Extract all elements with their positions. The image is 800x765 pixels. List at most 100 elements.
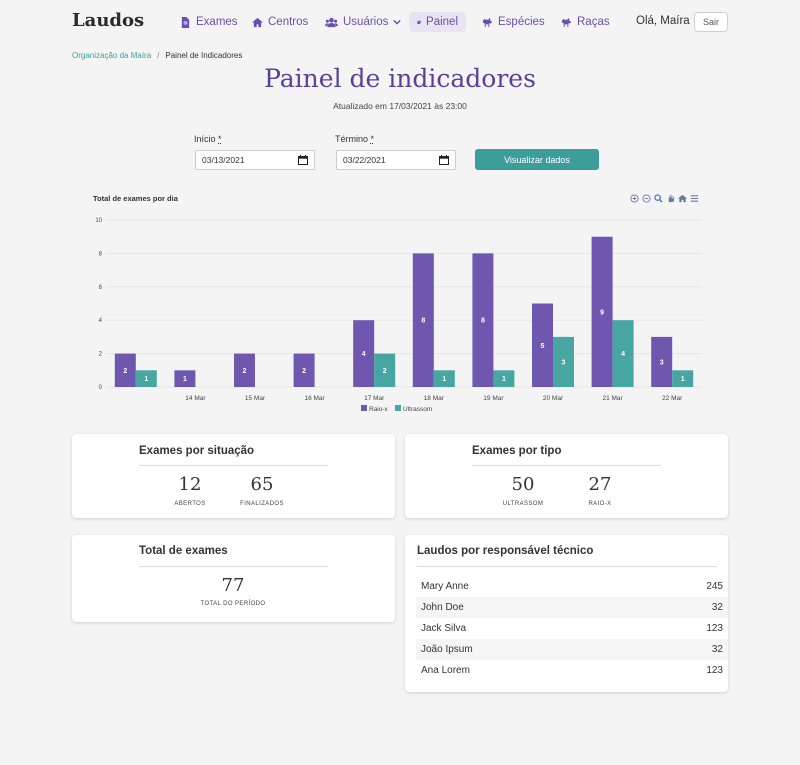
x-tick-label: 18 Mar xyxy=(424,395,445,402)
nav-item-racas[interactable]: Raças xyxy=(553,12,618,32)
updated-timestamp: Atualizado em 17/03/2021 às 23:00 xyxy=(333,101,467,111)
y-tick-label: 0 xyxy=(99,385,103,391)
x-tick-label: 19 Mar xyxy=(483,395,504,402)
breadcrumb-link-organization[interactable]: Organização da Maíra xyxy=(72,51,152,60)
bar-raio-x xyxy=(293,353,315,387)
bar-data-label: 3 xyxy=(660,359,664,366)
bar-ultrassom xyxy=(374,353,396,387)
breadcrumb: Organização da Maíra / Painel de Indicad… xyxy=(72,51,242,60)
nav-item-centros[interactable]: Centros xyxy=(244,12,316,32)
card-reports-by-technician: Laudos por responsável técnico Mary Anne… xyxy=(405,535,728,692)
pan-hand-icon[interactable] xyxy=(666,194,675,203)
divider xyxy=(417,566,717,567)
magnifier-icon[interactable] xyxy=(654,194,663,203)
bar-data-label: 8 xyxy=(481,318,485,325)
file-icon xyxy=(181,16,190,28)
nav-item-exames[interactable]: Exames xyxy=(172,12,246,32)
bar-data-label: 1 xyxy=(681,376,685,383)
navbar: Laudos Exames Centros Usuários Painel Es… xyxy=(0,0,800,44)
nav-item-label: Exames xyxy=(196,16,238,28)
end-date-label: Término * xyxy=(335,134,374,144)
x-tick-label: 14 Mar xyxy=(185,395,206,402)
bar-raio-x xyxy=(651,336,673,387)
bar-ultrassom xyxy=(433,370,455,387)
view-data-button[interactable]: Visualizar dados xyxy=(475,149,599,170)
pie-chart-icon xyxy=(417,19,422,24)
exams-per-day-chart: 0 2 4 6 8 10 2 1 1 14 Mar 2 15 Mar 2 16 Mar 4 2 17 Mar 8 1… xyxy=(95,218,702,413)
chart-title: Total de exames por dia xyxy=(93,194,178,203)
card-title: Exames por situação xyxy=(139,445,255,457)
stat-value-ultrasound: 50 xyxy=(511,474,535,495)
bar-data-label: 1 xyxy=(183,376,187,383)
start-date-label-text: Início xyxy=(194,134,216,144)
bar-raio-x xyxy=(234,353,255,387)
technician-name: Ana Lorem xyxy=(421,665,470,676)
bar-raio-x xyxy=(532,303,553,387)
brand-logo[interactable]: Laudos xyxy=(72,10,145,31)
report-count: 245 xyxy=(706,581,723,592)
calendar-icon[interactable] xyxy=(439,155,449,165)
bar-ultrassom xyxy=(553,336,574,387)
stat-label-total: TOTAL DO PERÍODO xyxy=(200,601,266,607)
table-row: João Ipsum 32 xyxy=(416,639,728,660)
bar-raio-x xyxy=(412,253,434,387)
stat-label-ultrasound: ULTRASSOM xyxy=(502,501,544,507)
stat-label-finished: FINALIZADOS xyxy=(240,501,284,507)
card-title: Exames por tipo xyxy=(472,445,562,457)
x-tick-label: 16 Mar xyxy=(304,395,325,402)
stat-value-xray: 27 xyxy=(588,474,612,495)
table-row: Mary Anne 245 xyxy=(416,576,728,597)
x-tick-label: 22 Mar xyxy=(662,395,683,402)
report-count: 123 xyxy=(706,665,723,676)
calendar-icon[interactable] xyxy=(298,155,308,165)
end-date-label-text: Término xyxy=(335,134,369,144)
bar-data-label: 2 xyxy=(243,368,247,375)
page-title: Painel de indicadores xyxy=(264,64,536,93)
x-tick-label: 17 Mar xyxy=(364,395,385,402)
home-icon[interactable] xyxy=(678,194,687,203)
start-date-value: 03/13/2021 xyxy=(202,155,245,165)
y-tick-label: 6 xyxy=(99,285,103,291)
bar-data-label: 3 xyxy=(562,359,566,366)
user-greeting: Olá, Maíra xyxy=(636,15,690,27)
bar-raio-x xyxy=(472,253,494,387)
nav-item-painel[interactable]: Painel xyxy=(409,12,466,32)
bar-raio-x xyxy=(174,370,196,387)
stat-value-open: 12 xyxy=(178,474,202,495)
report-count: 32 xyxy=(711,644,723,655)
divider xyxy=(472,465,661,466)
y-tick-label: 2 xyxy=(99,352,103,358)
zoom-in-icon[interactable] xyxy=(630,194,639,203)
bar-data-label: 2 xyxy=(302,368,306,375)
end-date-value: 03/22/2021 xyxy=(343,155,386,165)
breadcrumb-separator: / xyxy=(157,51,160,60)
card-title: Total de exames xyxy=(139,545,228,557)
bar-data-label: 4 xyxy=(362,351,366,358)
menu-icon[interactable] xyxy=(690,194,699,203)
bar-data-label: 9 xyxy=(600,309,604,316)
technician-name: João Ipsum xyxy=(421,644,473,655)
bar-data-label: 4 xyxy=(621,351,625,358)
report-count: 32 xyxy=(711,602,723,613)
start-date-label: Início * xyxy=(194,134,222,144)
bar-data-label: 1 xyxy=(144,376,148,383)
bar-data-label: 5 xyxy=(541,343,545,350)
bar-raio-x xyxy=(114,353,136,387)
nav-item-usuarios[interactable]: Usuários xyxy=(317,12,409,32)
legend-label-ultrassom: Ultrassom xyxy=(403,406,432,413)
card-exams-by-status: Exames por situação 12 ABERTOS 65 FINALI… xyxy=(72,434,395,518)
x-tick-label: 20 Mar xyxy=(543,395,564,402)
breadcrumb-current: Painel de Indicadores xyxy=(165,51,243,60)
zoom-out-icon[interactable] xyxy=(642,194,651,203)
logout-button[interactable]: Sair xyxy=(694,12,728,32)
chart-toolbar xyxy=(630,194,699,203)
bar-data-label: 8 xyxy=(421,318,425,325)
card-title: Laudos por responsável técnico xyxy=(417,545,594,557)
start-date-input[interactable]: 03/13/2021 xyxy=(195,150,315,170)
home-icon xyxy=(252,17,263,27)
stat-label-xray: RAIO-X xyxy=(588,501,612,507)
nav-item-especies[interactable]: Espécies xyxy=(474,12,553,32)
end-date-input[interactable]: 03/22/2021 xyxy=(336,150,456,170)
table-row: Jack Silva 123 xyxy=(416,618,728,639)
nav-item-label: Raças xyxy=(577,16,610,28)
